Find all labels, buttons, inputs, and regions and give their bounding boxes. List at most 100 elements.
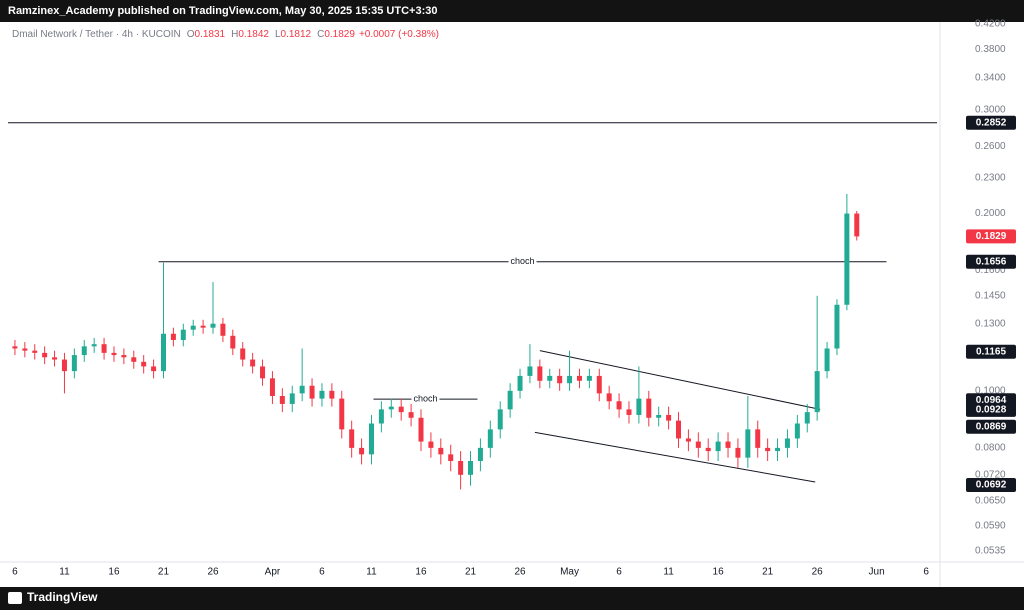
candle-body [299,385,305,394]
candle-body [180,329,186,340]
choch-label-bg [508,255,537,268]
candle-body [745,429,751,458]
candle-body [22,348,28,351]
legend-value: 0.1842 [238,29,269,40]
y-tick-label: 0.3800 [975,44,1006,55]
x-tick-label: 21 [762,567,774,578]
candle-body [517,375,523,391]
candle-body [666,414,672,421]
price-marker-bg [966,477,1016,492]
candle-body [507,390,513,410]
price-marker: 0.0869 [976,421,1007,432]
candle-body [61,359,67,372]
candle-body [388,406,394,410]
channel-line [534,431,816,483]
candle-body [844,213,850,305]
candle-body [190,325,196,330]
candle-body [32,350,38,353]
choch-label: choch [510,256,534,266]
candle-body [586,375,592,381]
candle-body [220,323,226,336]
candle-body [250,359,256,367]
candle-body [775,447,781,452]
price-marker: 0.0692 [976,480,1007,491]
brand-logo [8,592,22,604]
candle-body [160,333,166,372]
y-tick-label: 0.1600 [975,265,1006,276]
candle-body [368,423,374,455]
candle-body [626,409,632,415]
y-tick-label: 0.1300 [975,318,1006,329]
candle-body [537,366,543,381]
candle-body [279,395,285,404]
x-tick-label: 16 [108,567,120,578]
candle-body [685,438,691,442]
price-marker: 0.0928 [976,405,1007,416]
candle-body [269,378,275,396]
x-tick-label: May [560,567,579,578]
candle-body [52,357,58,360]
candle-body [616,401,622,410]
candle-body [289,393,295,404]
top-bar [0,0,1024,22]
candle-body [606,393,612,402]
legend-value: 0.1829 [324,29,355,40]
candle-body [784,438,790,448]
candle-body [804,412,810,424]
candle-body [111,352,117,356]
choch-label: choch [413,394,437,404]
candle-body [170,333,176,340]
price-marker-bg [966,402,1016,417]
candle-body [91,344,97,347]
candle-body [468,461,474,475]
candle-body [695,441,701,448]
y-tick-label: 0.1000 [975,385,1006,396]
candle-body [576,375,582,381]
candle-body [309,385,315,399]
y-tick-label: 0.0535 [975,545,1006,556]
x-tick-label: 21 [465,567,477,578]
x-tick-label: 6 [923,567,929,578]
candle-body [596,375,602,394]
candle-body [557,375,563,384]
x-tick-label: 26 [207,567,219,578]
legend-key: L [275,29,281,40]
candle-body [349,429,355,448]
y-tick-label: 0.2000 [975,208,1006,219]
choch-label-bg [411,393,440,406]
candle-body [378,409,384,424]
candle-body [230,335,236,349]
candle-body [656,414,662,418]
y-tick-label: 0.2600 [975,141,1006,152]
bottom-bar [0,587,1024,610]
candle-body [81,346,87,356]
candle-body [200,325,206,328]
candle-body [448,454,454,462]
x-tick-label: Jun [869,567,885,578]
publisher: Ramzinex_Academy published on TradingVie… [8,5,437,17]
candle-body [418,417,424,442]
y-tick-label: 0.0590 [975,520,1006,531]
candle-body [725,441,731,448]
candle-body [260,366,266,379]
candle-body [121,355,127,358]
price-marker: 0.0964 [976,395,1007,406]
x-tick-label: Apr [265,567,281,578]
candle-body [636,398,642,415]
y-tick-label: 0.4200 [975,18,1006,29]
candle-body [408,412,414,418]
x-tick-label: 11 [59,567,70,578]
candle-body [487,429,493,448]
candle-body [755,429,761,448]
candle-body [319,390,325,399]
candle-body [477,447,483,462]
candle-body [151,366,157,372]
candle-body [794,423,800,439]
legend-change: +0.0007 (+0.38%) [359,29,439,40]
x-tick-label: 26 [812,567,824,578]
candle-body [715,441,721,452]
candle-body [141,361,147,367]
candle-body [101,344,107,353]
candle-body [339,398,345,430]
x-tick-label: 11 [366,567,377,578]
